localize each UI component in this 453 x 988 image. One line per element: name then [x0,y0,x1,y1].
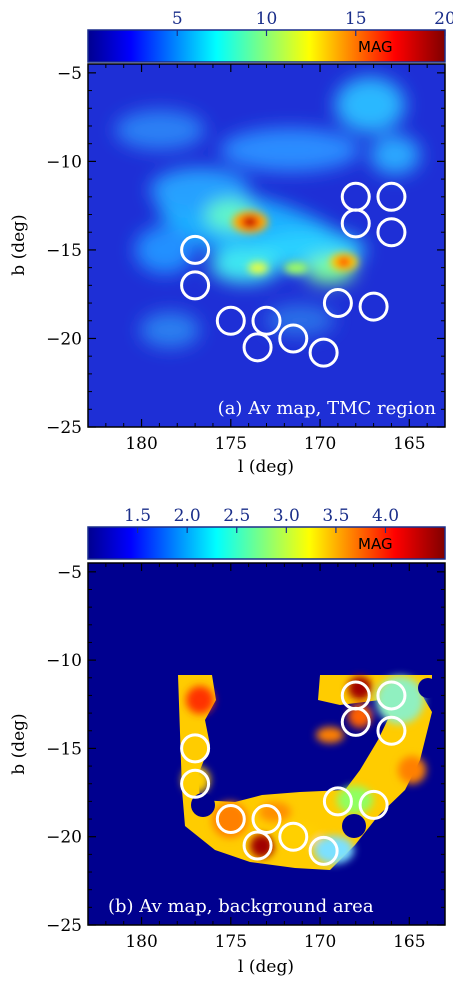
colorbar-b-tick-label: 4.0 [372,506,399,526]
colorbar-a-tick-label: 20 [434,9,453,29]
x-tick-label-a: 180 [125,434,157,454]
colorbar-b-ticks: 1.5 2.0 2.5 3.0 3.5 4.0 [124,506,399,533]
target-circle-b [251,804,282,835]
y-tick-label-b: −25 [46,916,82,936]
target-circle-b [358,789,389,820]
target-circle-a [322,288,353,319]
x-tick-label-a: 175 [215,434,247,454]
y-tick-label-a: −20 [46,329,82,349]
colorbar-b-tick-label: 3.5 [322,506,349,526]
target-circle-b [180,733,211,764]
y-tick-label-b: −10 [46,651,82,671]
colorbar-a-ticks: 5 10 15 20 [172,9,453,36]
y-tick-label-b: −5 [57,563,82,583]
colorbar-b-tick-label: 3.0 [273,506,300,526]
panel-a: 5 10 15 20 MAG [9,9,453,477]
y-tick-label-a: −15 [46,241,82,261]
target-circle-b [308,835,339,866]
target-circle-b [340,706,371,737]
y-tick-label-b: −20 [46,828,82,848]
target-circle-a [376,181,407,212]
colorbar-a-tick-label: 15 [345,9,367,29]
target-circle-a [251,305,282,336]
target-circle-b [376,715,407,746]
target-circle-a [242,332,273,363]
colorbar-a-tick-label: 10 [256,9,278,29]
target-circle-b [180,768,211,799]
target-circles-b [180,680,407,866]
target-circle-b [215,804,246,835]
target-circle-b [278,821,309,852]
target-circle-a [180,270,211,301]
x-tick-label-b: 165 [393,932,425,952]
target-circle-a [278,323,309,354]
target-circle-b [376,680,407,711]
target-circle-a [376,217,407,248]
axes-a: 180 175 170 165 −5 −10 −15 −20 −25 [46,64,446,454]
target-circle-a [180,234,211,265]
x-tick-label-b: 180 [125,932,157,952]
colorbar-a: 5 10 15 20 MAG [87,9,453,63]
y-axis-label-a: b (deg) [9,214,29,275]
colorbar-b-tick-label: 2.0 [174,506,201,526]
y-tick-label-a: −10 [46,152,82,172]
colorbar-b: 1.5 2.0 2.5 3.0 3.5 4.0 MAG [87,506,446,560]
av-map-a [88,64,445,427]
target-circle-a [340,208,371,239]
x-axis-label-b: l (deg) [238,957,294,977]
y-axis-label-b: b (deg) [9,713,29,774]
target-circle-a [308,337,339,368]
axes-b: 180 175 170 165 −5 −10 −15 −20 −25 [46,563,446,952]
y-tick-label-b: −15 [46,739,82,759]
x-tick-label-b: 175 [215,932,247,952]
colorbar-b-unit: MAG [358,535,393,553]
target-circle-b [322,786,353,817]
y-tick-label-a: −25 [46,418,82,438]
av-map-b [88,563,445,925]
x-tick-label-a: 165 [393,434,425,454]
colorbar-a-tick-label: 5 [172,9,183,29]
colorbar-a-unit: MAG [358,38,393,56]
x-axis-label-a: l (deg) [238,457,294,477]
target-circle-a [215,305,246,336]
caption-b: (b) Av map, background area [108,896,374,917]
y-tick-label-a: −5 [57,64,82,84]
caption-a: (a) Av map, TMC region [218,398,437,419]
target-circle-a [358,291,389,322]
colorbar-b-tick-label: 2.5 [223,506,250,526]
x-tick-label-a: 170 [304,434,336,454]
x-tick-label-b: 170 [304,932,336,952]
panel-b: 1.5 2.0 2.5 3.0 3.5 4.0 MAG [9,506,446,977]
av-map-a-peaks [232,211,358,274]
colorbar-b-tick-label: 1.5 [124,506,151,526]
target-circles-a [180,181,407,368]
target-circle-b [242,830,273,861]
